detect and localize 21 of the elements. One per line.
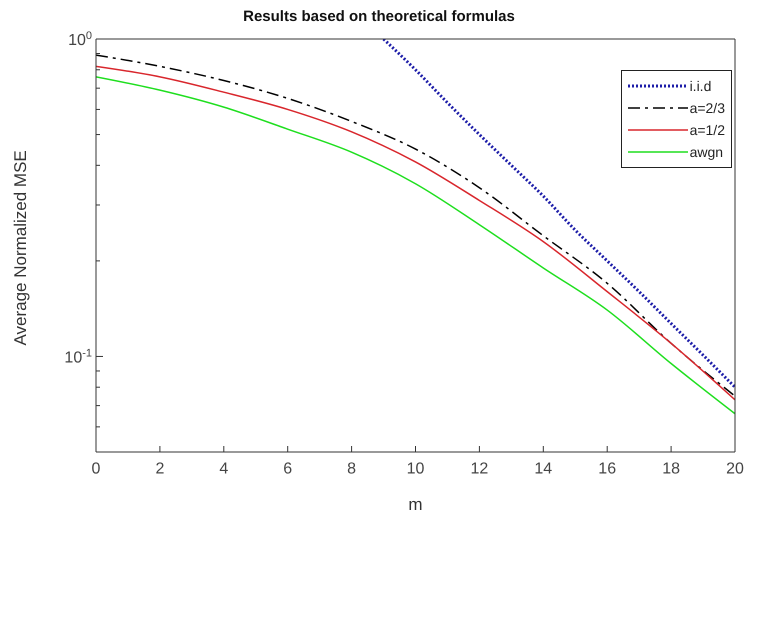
y-tick-label: 10$^{-1}$	[64, 347, 92, 366]
x-axis-title: m	[408, 495, 423, 514]
line-series	[382, 39, 735, 389]
x-tick-label: 0	[92, 460, 101, 478]
x-tick-label: 6	[283, 460, 292, 478]
x-tick-label: 18	[662, 460, 680, 478]
legend-label: awgn	[690, 144, 724, 160]
x-tick-label: 2	[155, 460, 164, 478]
y-tick-label: 10$^{0}$	[68, 30, 92, 49]
x-tick-label: 14	[534, 460, 552, 478]
x-tick-label: 20	[726, 460, 744, 478]
x-tick-label: 8	[347, 460, 356, 478]
legend-label: a=1/2	[690, 122, 725, 138]
legend-label: a=2/3	[690, 100, 725, 116]
x-tick-label: 16	[598, 460, 616, 478]
x-tick-label: 12	[470, 460, 488, 478]
chart-title: Results based on theoretical formulas	[242, 8, 516, 27]
x-tick-label: 4	[219, 460, 228, 478]
x-tick-label: 10	[406, 460, 424, 478]
y-axis-title: Average Normalized MSE	[11, 150, 30, 346]
legend-label: i.i.d	[690, 78, 712, 94]
